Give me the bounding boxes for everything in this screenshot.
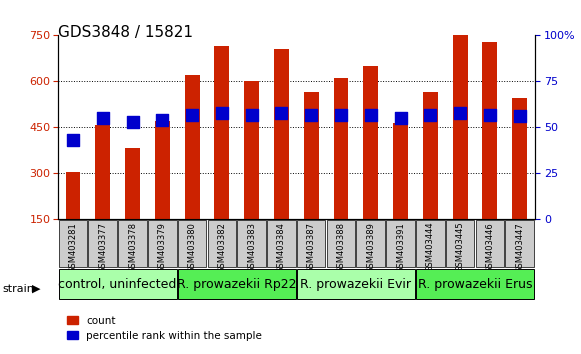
- Text: GSM403391: GSM403391: [396, 222, 405, 273]
- Bar: [125, 194, 140, 219]
- Bar: [274, 49, 289, 219]
- Point: [307, 112, 316, 118]
- Bar: [125, 148, 140, 219]
- Point: [188, 112, 197, 118]
- Bar: [512, 98, 527, 219]
- FancyBboxPatch shape: [119, 220, 147, 267]
- Text: GSM403444: GSM403444: [426, 222, 435, 273]
- FancyBboxPatch shape: [446, 220, 474, 267]
- Point: [456, 110, 465, 115]
- Point: [277, 110, 286, 115]
- Point: [69, 137, 78, 143]
- Bar: [482, 87, 497, 219]
- FancyBboxPatch shape: [386, 220, 415, 267]
- Point: [128, 119, 137, 125]
- Bar: [453, 77, 468, 219]
- Text: ▶: ▶: [32, 284, 41, 293]
- Text: GDS3848 / 15821: GDS3848 / 15821: [58, 25, 193, 40]
- Bar: [393, 169, 408, 219]
- Text: GSM403388: GSM403388: [336, 222, 346, 273]
- FancyBboxPatch shape: [297, 220, 325, 267]
- Point: [515, 114, 524, 119]
- Bar: [185, 75, 199, 219]
- FancyBboxPatch shape: [59, 220, 87, 267]
- FancyBboxPatch shape: [267, 220, 296, 267]
- FancyBboxPatch shape: [416, 220, 444, 267]
- Point: [247, 112, 256, 118]
- FancyBboxPatch shape: [327, 220, 355, 267]
- FancyBboxPatch shape: [297, 269, 415, 299]
- Point: [485, 112, 494, 118]
- Text: GSM403383: GSM403383: [247, 222, 256, 273]
- Bar: [453, 31, 468, 219]
- Legend: count, percentile rank within the sample: count, percentile rank within the sample: [63, 312, 266, 345]
- Bar: [423, 138, 437, 219]
- Bar: [185, 121, 199, 219]
- FancyBboxPatch shape: [178, 220, 206, 267]
- Text: GSM403384: GSM403384: [277, 222, 286, 273]
- Bar: [214, 46, 229, 219]
- Point: [217, 110, 227, 115]
- FancyBboxPatch shape: [505, 220, 534, 267]
- Bar: [244, 127, 259, 219]
- Text: R. prowazekii Erus: R. prowazekii Erus: [418, 278, 532, 291]
- Bar: [95, 125, 110, 219]
- Bar: [393, 123, 408, 219]
- Text: GSM403446: GSM403446: [485, 222, 494, 273]
- FancyBboxPatch shape: [148, 220, 177, 267]
- FancyBboxPatch shape: [357, 220, 385, 267]
- Text: GSM403389: GSM403389: [366, 222, 375, 273]
- Point: [98, 115, 107, 121]
- Text: GSM403387: GSM403387: [307, 222, 315, 273]
- Bar: [95, 171, 110, 219]
- Bar: [244, 81, 259, 219]
- Text: GSM403382: GSM403382: [217, 222, 227, 273]
- FancyBboxPatch shape: [238, 220, 266, 267]
- Bar: [423, 92, 437, 219]
- Bar: [155, 167, 170, 219]
- Point: [336, 112, 346, 118]
- Point: [157, 117, 167, 123]
- Text: control, uninfected: control, uninfected: [59, 278, 177, 291]
- Bar: [512, 144, 527, 219]
- Bar: [482, 41, 497, 219]
- FancyBboxPatch shape: [88, 220, 117, 267]
- Bar: [333, 78, 349, 219]
- FancyBboxPatch shape: [178, 269, 296, 299]
- FancyBboxPatch shape: [416, 269, 534, 299]
- Text: GSM403378: GSM403378: [128, 222, 137, 273]
- Bar: [66, 218, 80, 219]
- FancyBboxPatch shape: [476, 220, 504, 267]
- FancyBboxPatch shape: [59, 269, 177, 299]
- Text: GSM403379: GSM403379: [158, 222, 167, 273]
- Text: GSM403380: GSM403380: [188, 222, 196, 273]
- Bar: [363, 112, 378, 219]
- Point: [396, 115, 405, 121]
- Bar: [155, 121, 170, 219]
- Point: [366, 112, 375, 118]
- Text: GSM403447: GSM403447: [515, 222, 524, 273]
- FancyBboxPatch shape: [207, 220, 236, 267]
- Bar: [333, 124, 349, 219]
- Text: GSM403377: GSM403377: [98, 222, 107, 273]
- Text: R. prowazekii Rp22: R. prowazekii Rp22: [177, 278, 296, 291]
- Text: GSM403445: GSM403445: [456, 222, 465, 273]
- Point: [426, 112, 435, 118]
- Bar: [66, 172, 80, 219]
- Bar: [363, 66, 378, 219]
- Text: strain: strain: [3, 284, 35, 293]
- Bar: [304, 138, 318, 219]
- Bar: [214, 92, 229, 219]
- Text: GSM403281: GSM403281: [69, 222, 77, 273]
- Text: R. prowazekii Evir: R. prowazekii Evir: [300, 278, 411, 291]
- Bar: [274, 95, 289, 219]
- Bar: [304, 92, 318, 219]
